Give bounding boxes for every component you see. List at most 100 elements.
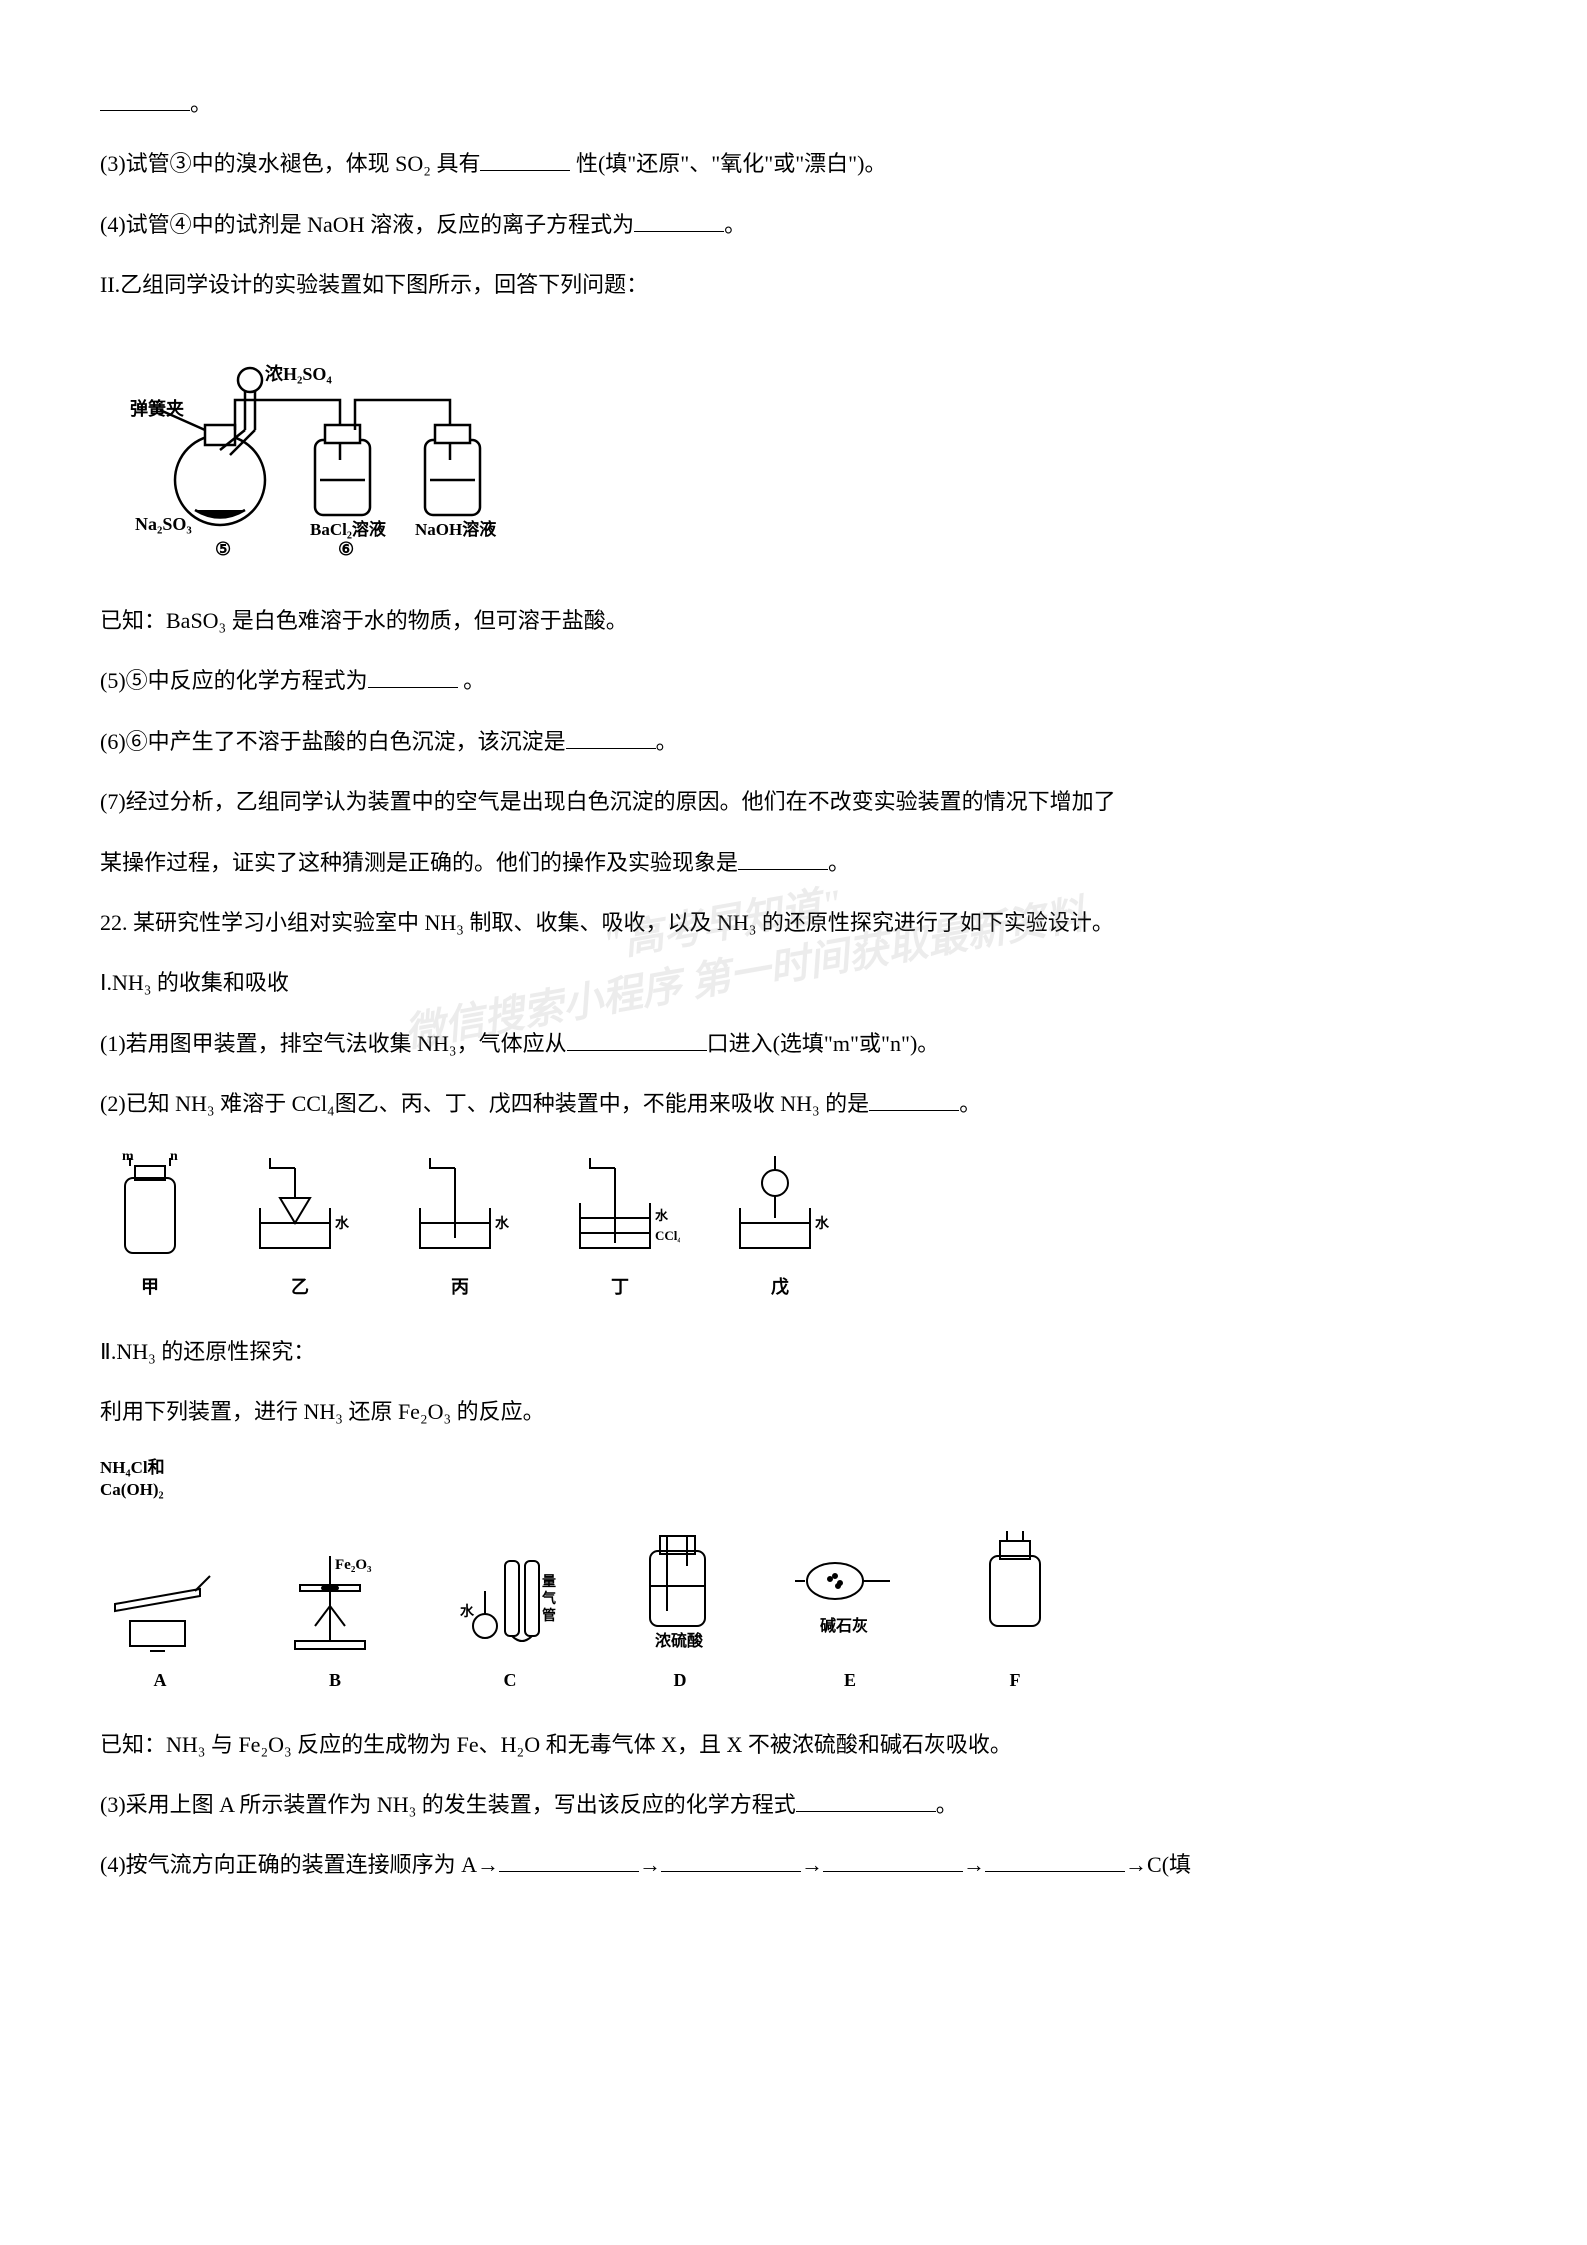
- question-3: (3)试管③中的溴水褪色，体现 SO₂ 具有 性(填"还原"、"氧化"或"漂白"…: [100, 140, 1487, 188]
- svg-text:水: 水: [815, 1215, 830, 1232]
- svg-text:管: 管: [542, 1607, 556, 1624]
- q22-1a-text: (1)若用图甲装置，排空气法收集 NH₃，气体应从: [100, 1031, 567, 1056]
- svg-text:n: n: [170, 1149, 178, 1164]
- blank-22-2: [869, 1089, 959, 1111]
- apparatus-jia: m n 甲: [100, 1148, 200, 1308]
- apparatus-E: 碱石灰 E: [790, 1521, 910, 1701]
- blank-22-4a: [499, 1850, 639, 1872]
- label-bing: 丙: [451, 1268, 469, 1308]
- label-6: ⑥: [338, 539, 354, 559]
- q4-suffix: 。: [724, 212, 746, 237]
- known-1: 已知：BaSO₃ 是白色难溶于水的物质，但可溶于盐酸。: [100, 597, 1487, 645]
- q6-suffix: 。: [656, 729, 678, 754]
- blank-22-3: [796, 1790, 936, 1812]
- q22-4e-text: →C(填: [1125, 1852, 1191, 1877]
- apparatus-wu: 水 戊: [720, 1148, 840, 1308]
- D-svg: 浓硫酸: [625, 1521, 735, 1661]
- question-7b: 某操作过程，证实了这种猜测是正确的。他们的操作及实验现象是 。: [100, 839, 1487, 887]
- label-C: C: [504, 1661, 517, 1701]
- svg-text:水: 水: [655, 1208, 669, 1223]
- section-I: Ⅰ.NH₃ 的收集和吸收: [100, 959, 1487, 1007]
- q22-4b-text: →: [639, 1852, 661, 1877]
- question-6: (6)⑥中产生了不溶于盐酸的白色沉淀，该沉淀是 。: [100, 718, 1487, 766]
- label-nh4cl: NH₄Cl和: [100, 1458, 165, 1477]
- diagram-reduction-row: NH₄Cl和 Ca(OH)₂ A: [100, 1457, 1487, 1701]
- svg-text:水: 水: [460, 1603, 475, 1620]
- label-ding: 丁: [611, 1268, 629, 1308]
- q3-suffix: 性(填"还原"、"氧化"或"漂白")。: [570, 151, 886, 176]
- label-jia: 甲: [141, 1268, 159, 1308]
- q5-suffix: 。: [458, 668, 486, 693]
- apparatus-bing: 水 丙: [400, 1148, 520, 1308]
- question-22-2: (2)已知 NH₃ 难溶于 CCl₄图乙、丙、丁、戊四种装置中，不能用来吸收 N…: [100, 1080, 1487, 1128]
- blank-q7: [738, 848, 828, 870]
- q22-2b-text: 。: [959, 1091, 981, 1116]
- q7b-text: 某操作过程，证实了这种猜测是正确的。他们的操作及实验现象是: [100, 850, 738, 875]
- svg-text:Fe₂O₃: Fe₂O₃: [335, 1557, 372, 1573]
- lead-suffix: 。: [190, 91, 212, 116]
- svg-text:量: 量: [542, 1574, 556, 1590]
- question-7a: (7)经过分析，乙组同学认为装置中的空气是出现白色沉淀的原因。他们在不改变实验装…: [100, 778, 1487, 826]
- svg-text:浓硫酸: 浓硫酸: [655, 1631, 704, 1650]
- blank-q4: [634, 210, 724, 232]
- yi-svg: 水: [240, 1148, 360, 1268]
- apparatus-F: F: [965, 1521, 1065, 1701]
- blank-lead: [100, 89, 190, 111]
- label-A: A: [154, 1661, 167, 1701]
- apparatus-D: 浓硫酸 D: [625, 1521, 735, 1701]
- apparatus-C: 水 量 气 管 C: [450, 1541, 570, 1701]
- svg-text:气: 气: [541, 1590, 556, 1607]
- q5-text: (5)⑤中反应的化学方程式为: [100, 668, 368, 693]
- section-ii-heading: II.乙组同学设计的实验装置如下图所示，回答下列问题：: [100, 261, 1487, 309]
- q7b-suffix: 。: [828, 850, 850, 875]
- label-D: D: [674, 1661, 687, 1701]
- q22-2a-text: (2)已知 NH₃ 难溶于 CCl₄图乙、丙、丁、戊四种装置中，不能用来吸收 N…: [100, 1091, 869, 1116]
- q22-4c-text: →: [801, 1852, 823, 1877]
- question-22-3: (3)采用上图 A 所示装置作为 NH₃ 的发生装置，写出该反应的化学方程式 。: [100, 1781, 1487, 1829]
- blank-q3: [480, 149, 570, 171]
- q6-text: (6)⑥中产生了不溶于盐酸的白色沉淀，该沉淀是: [100, 729, 566, 754]
- q22-3-text: (3)采用上图 A 所示装置作为 NH₃ 的发生装置，写出该反应的化学方程式: [100, 1792, 796, 1817]
- so2-apparatus-svg: 弹簧夹 浓H₂SO₄ Na₂SO₃ BaCl₂溶液 NaOH溶液 ⑤ ⑥: [120, 330, 540, 560]
- question-22: 22. 某研究性学习小组对实验室中 NH₃ 制取、收集、吸收，以及 NH₃ 的还…: [100, 899, 1487, 947]
- diagram-collection-row: m n 甲 水 乙: [100, 1148, 1487, 1308]
- page-content: "高考早知道" 微信搜索小程序 第一时间获取最新资料 。 (3)试管③中的溴水褪…: [100, 80, 1487, 1890]
- q22-4a-text: (4)按气流方向正确的装置连接顺序为 A→: [100, 1852, 499, 1877]
- q3-text: (3)试管③中的溴水褪色，体现 SO₂ 具有: [100, 151, 480, 176]
- label-bacl2: BaCl₂溶液: [310, 519, 386, 539]
- svg-text:碱石灰: 碱石灰: [820, 1616, 868, 1635]
- q22-4d-text: →: [963, 1852, 985, 1877]
- blank-22-4d: [985, 1850, 1125, 1872]
- label-yi: 乙: [291, 1268, 309, 1308]
- E-svg: 碱石灰: [790, 1521, 910, 1661]
- lead-blank-line: 。: [100, 80, 1487, 128]
- svg-text:水: 水: [495, 1215, 510, 1232]
- bing-svg: 水: [400, 1148, 520, 1268]
- apparatus-A: A: [100, 1541, 220, 1701]
- label-naoh: NaOH溶液: [415, 519, 496, 539]
- jia-svg: m n: [100, 1148, 200, 1268]
- A-svg: [100, 1541, 220, 1661]
- blank-22-4b: [661, 1850, 801, 1872]
- svg-text:CCl₄: CCl₄: [655, 1228, 680, 1243]
- apparatus-ding: 水 CCl₄ 丁: [560, 1148, 680, 1308]
- blank-q6: [566, 727, 656, 749]
- svg-text:m: m: [122, 1149, 134, 1164]
- label-wu: 戊: [771, 1268, 789, 1308]
- F-svg: [965, 1521, 1065, 1661]
- question-4: (4)试管④中的试剂是 NaOH 溶液，反应的离子方程式为。: [100, 201, 1487, 249]
- label-F: F: [1010, 1661, 1021, 1701]
- blank-22-1: [567, 1029, 707, 1051]
- section-II-desc: 利用下列装置，进行 NH₃ 还原 Fe₂O₃ 的反应。: [100, 1388, 1487, 1436]
- question-22-1: (1)若用图甲装置，排空气法收集 NH₃，气体应从口进入(选填"m"或"n")。: [100, 1020, 1487, 1068]
- label-spring-clip: 弹簧夹: [130, 398, 184, 419]
- label-caoh2: Ca(OH)₂: [100, 1480, 164, 1499]
- q22-3-suffix: 。: [936, 1792, 958, 1817]
- C-svg: 水 量 气 管: [450, 1541, 570, 1661]
- label-B: B: [329, 1661, 341, 1701]
- B-svg: Fe₂O₃: [275, 1541, 395, 1661]
- section-II-sub: Ⅱ.NH₃ 的还原性探究：: [100, 1328, 1487, 1376]
- label-na2so3: Na₂SO₃: [135, 514, 192, 534]
- blank-22-4c: [823, 1850, 963, 1872]
- diagram-so2-apparatus: 弹簧夹 浓H₂SO₄ Na₂SO₃ BaCl₂溶液 NaOH溶液 ⑤ ⑥: [120, 330, 1487, 577]
